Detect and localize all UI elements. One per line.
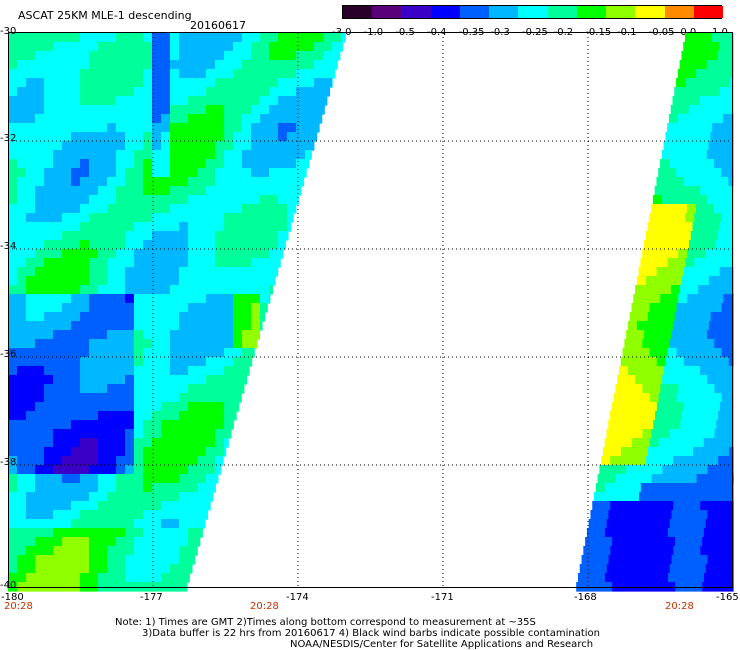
colorbar-segment: [401, 6, 432, 18]
colorbar-segment: [606, 6, 636, 18]
time-label: 20:28: [665, 601, 694, 612]
plot-frame: [8, 32, 733, 588]
y-tick-label: -40: [0, 580, 17, 591]
colorbar-segment: [459, 6, 490, 18]
note-line-3: NOAA/NESDIS/Center for Satellite Applica…: [290, 639, 594, 650]
x-tick-label: -168: [574, 592, 597, 603]
y-tick-label: -38: [0, 457, 17, 468]
x-tick-label: -171: [431, 592, 454, 603]
x-tick-label: -180: [1, 592, 24, 603]
colorbar-segment: [343, 6, 373, 18]
note-line-1: Note: 1) Times are GMT 2)Times along bot…: [115, 617, 536, 628]
colorbar-segment: [372, 6, 402, 18]
right-swath: [576, 33, 734, 592]
y-tick-label: -36: [0, 349, 17, 360]
colorbar: [342, 5, 724, 19]
colorbar-segment: [635, 6, 666, 18]
left-swath: [8, 33, 346, 592]
time-label: 20:28: [4, 601, 33, 612]
colorbar-segment: [664, 6, 695, 18]
map-title: ASCAT 25KM MLE-1 descending: [18, 9, 192, 22]
y-tick-label: -30: [0, 26, 17, 37]
colorbar-segment: [693, 6, 724, 18]
map-date: 20160617: [190, 19, 246, 32]
x-tick-label: -174: [286, 592, 309, 603]
colorbar-segment: [547, 6, 578, 18]
gridlines: [8, 33, 733, 588]
colorbar-segment: [576, 6, 607, 18]
y-tick-label: -32: [0, 133, 17, 144]
colorbar-segment: [489, 6, 519, 18]
colorbar-segment: [430, 6, 461, 18]
x-tick-label: -177: [140, 592, 163, 603]
time-label: 20:28: [250, 601, 279, 612]
note-line-2: 3)Data buffer is 22 hrs from 20160617 4)…: [142, 628, 600, 639]
y-tick-label: -34: [0, 241, 17, 252]
x-tick-label: -165: [716, 592, 739, 603]
colorbar-segment: [518, 6, 549, 18]
